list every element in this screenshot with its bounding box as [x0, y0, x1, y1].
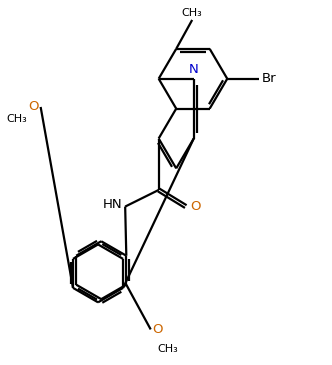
- Text: HN: HN: [103, 198, 123, 211]
- Text: O: O: [152, 323, 163, 336]
- Text: Br: Br: [262, 72, 277, 85]
- Text: CH₃: CH₃: [6, 114, 27, 124]
- Text: CH₃: CH₃: [182, 8, 203, 18]
- Text: O: O: [190, 200, 201, 213]
- Text: CH₃: CH₃: [157, 344, 178, 354]
- Text: O: O: [28, 100, 39, 114]
- Text: N: N: [189, 63, 199, 76]
